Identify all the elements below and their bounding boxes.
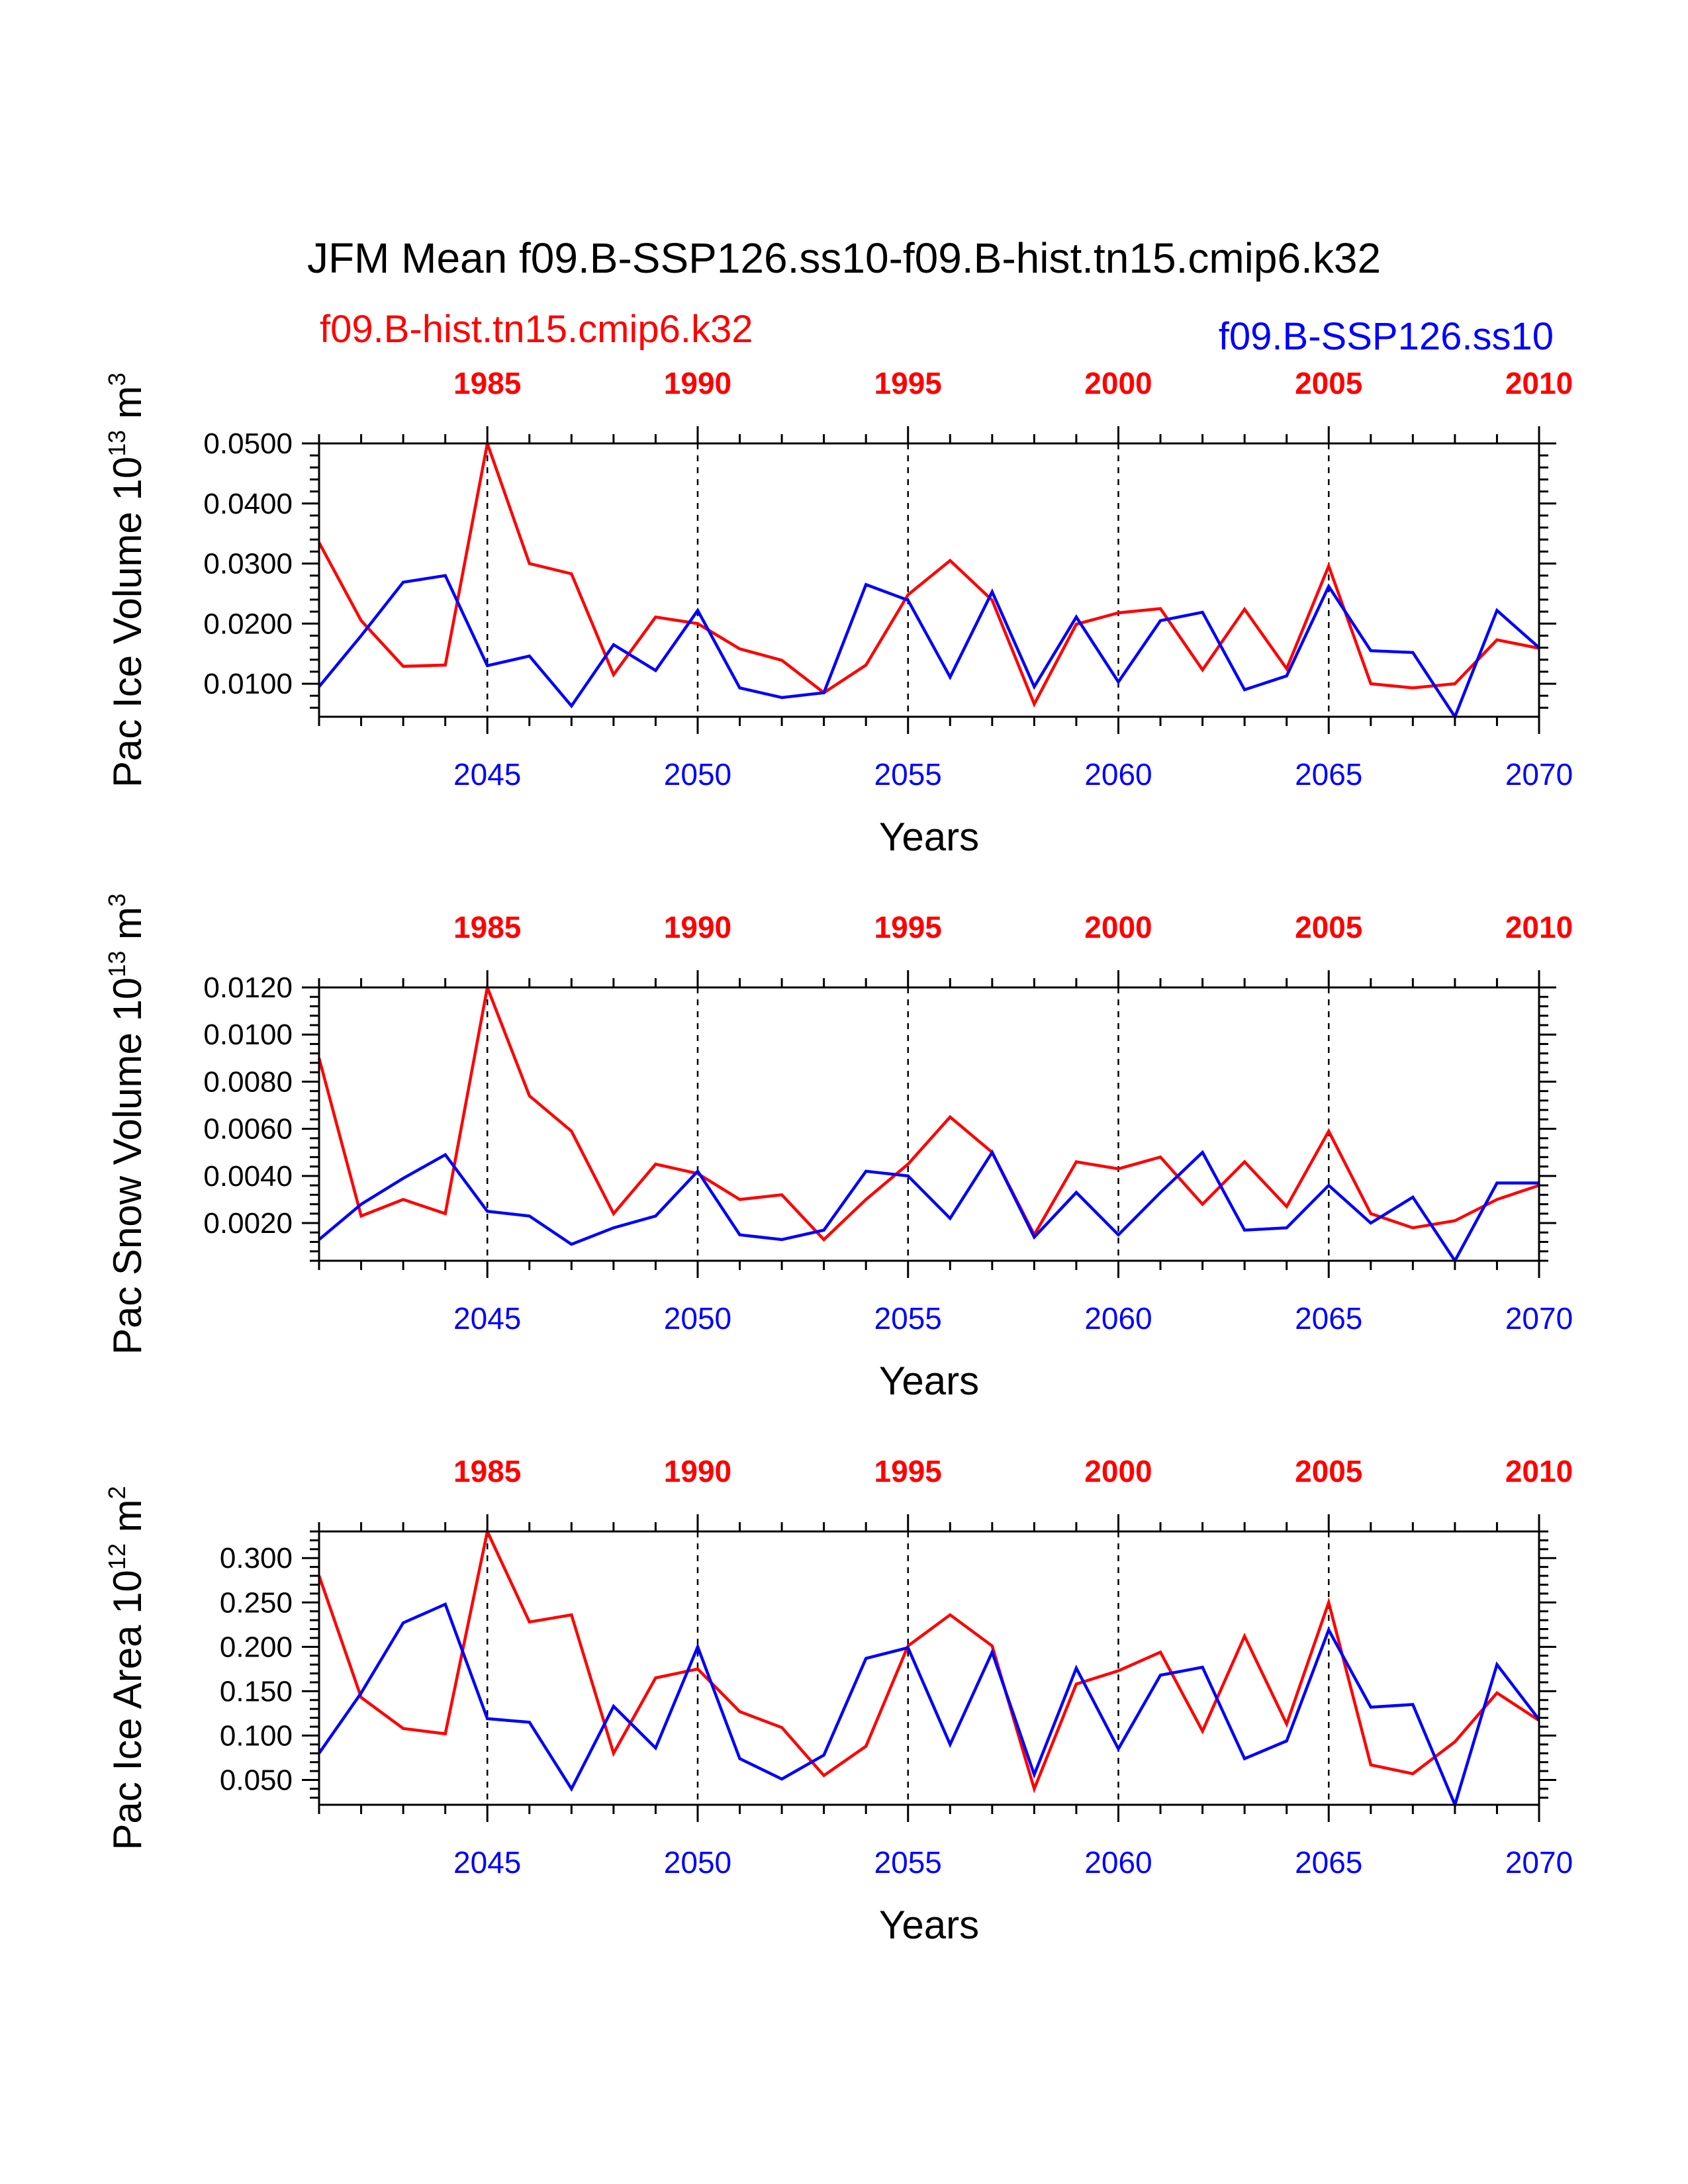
y-tick-label: 0.250 [220, 1586, 293, 1619]
x-tick-label-bottom: 2065 [1295, 1301, 1362, 1336]
x-tick-label-top: 1985 [453, 1454, 521, 1488]
x-tick-label-top: 2010 [1505, 366, 1573, 400]
y-axis-label-text: m [105, 386, 150, 430]
x-tick-label-top: 1990 [664, 366, 731, 400]
x-tick-label-top: 2010 [1505, 1454, 1573, 1488]
series-line-ssp126 [318, 1149, 1539, 1264]
y-axis-label-superscript: 12 [103, 1543, 130, 1570]
x-tick-label-bottom: 2070 [1505, 757, 1573, 792]
x-tick-label-bottom: 2070 [1505, 1845, 1573, 1880]
x-tick-label-bottom: 2065 [1295, 1845, 1362, 1880]
x-tick-label-bottom: 2070 [1505, 1301, 1573, 1336]
y-tick-label: 0.200 [220, 1631, 293, 1663]
x-tick-label-top: 2005 [1295, 1454, 1362, 1488]
x-tick-label-bottom: 2050 [664, 757, 731, 792]
y-tick-label: 0.0120 [203, 972, 293, 1004]
y-axis-label: Pac Ice Volume 1013 m3 [103, 373, 150, 788]
y-tick-label: 0.0500 [203, 428, 293, 460]
x-tick-label-bottom: 2055 [874, 1301, 942, 1336]
x-tick-label-bottom: 2050 [664, 1845, 731, 1880]
panel-snow-volume: 2045 2050 2055 2060 2065 2070 1985 1990 1995 2000… [103, 893, 1573, 1403]
y-axis-label-text: m [105, 1499, 150, 1543]
y-tick-label: 0.150 [220, 1675, 293, 1707]
x-tick-label-bottom: 2045 [453, 757, 521, 792]
x-tick-label-top: 1990 [664, 1454, 731, 1488]
x-tick-label-bottom: 2060 [1084, 757, 1152, 792]
x-tick-label-top: 1995 [874, 1454, 942, 1488]
plot-frame [318, 442, 1540, 718]
y-tick-label: 0.0300 [203, 548, 293, 580]
x-tick-label-bottom: 2050 [664, 1301, 731, 1336]
x-tick-label-top: 1995 [874, 366, 942, 400]
x-axis-label: Years [879, 815, 979, 859]
x-tick-label-bottom: 2055 [874, 1845, 942, 1880]
y-axis-label-text: m [105, 907, 150, 951]
y-axis-label-superscript: 13 [103, 951, 130, 978]
x-tick-label-top: 2000 [1084, 910, 1152, 944]
x-tick-label-bottom: 2060 [1084, 1845, 1152, 1880]
y-axis-label-superscript: 13 [103, 430, 130, 457]
x-tick-label-top: 1985 [453, 366, 521, 400]
x-axis-label: Years [879, 1359, 979, 1403]
y-axis-label-text: Pac Ice Area 10 [105, 1570, 150, 1850]
x-tick-label-top: 2005 [1295, 910, 1362, 944]
y-tick-label: 0.0040 [203, 1160, 293, 1193]
x-tick-label-top: 2000 [1084, 366, 1152, 400]
x-tick-label-top: 2005 [1295, 366, 1362, 400]
y-tick-label: 0.0020 [203, 1207, 293, 1240]
x-tick-label-bottom: 2045 [453, 1301, 521, 1336]
y-axis-label-superscript: 3 [103, 373, 130, 386]
chart-title: JFM Mean f09.B-SSP126.ss10-f09.B-hist.tn… [307, 234, 1381, 282]
y-tick-label: 0.0200 [203, 608, 293, 640]
series-line-hist [318, 437, 1540, 708]
series-line-hist [317, 1526, 1540, 1794]
x-tick-label-bottom: 2065 [1295, 757, 1362, 792]
y-tick-label: 0.100 [220, 1719, 293, 1752]
y-tick-label: 0.0060 [203, 1113, 293, 1146]
y-tick-label: 0.0100 [203, 1019, 293, 1051]
series-line-ssp126 [318, 1602, 1540, 1809]
y-tick-label: 0.0400 [203, 488, 293, 520]
y-axis-label: Pac Snow Volume 1013 m3 [103, 893, 150, 1355]
y-axis-label-superscript: 2 [103, 1486, 130, 1499]
x-tick-label-top: 1985 [453, 910, 521, 944]
legend-hist: f09.B-hist.tn15.cmip6.k32 [320, 308, 753, 351]
y-axis-label: Pac Ice Area 1012 m2 [103, 1486, 150, 1850]
panel-ice-volume: 2045 2050 2055 2060 2065 2070 1985 1990 1995 2000… [103, 366, 1573, 859]
series-line-hist [317, 981, 1540, 1242]
plot-frame [318, 986, 1540, 1262]
x-axis-label: Years [879, 1903, 979, 1947]
y-tick-label: 0.0100 [203, 668, 293, 700]
x-tick-label-bottom: 2045 [453, 1845, 521, 1880]
y-tick-label: 0.300 [220, 1542, 293, 1574]
y-axis-label-text: Pac Snow Volume 10 [105, 978, 150, 1355]
x-tick-label-top: 2010 [1505, 910, 1573, 944]
x-tick-label-top: 2000 [1084, 1454, 1152, 1488]
x-tick-label-bottom: 2055 [874, 757, 942, 792]
plot-frame [318, 1530, 1540, 1806]
x-tick-label-top: 1990 [664, 910, 731, 944]
series-line-ssp126 [318, 574, 1540, 720]
y-tick-label: 0.0080 [203, 1066, 293, 1098]
x-tick-label-top: 1995 [874, 910, 942, 944]
x-tick-label-bottom: 2060 [1084, 1301, 1152, 1336]
y-axis-label-superscript: 3 [103, 893, 130, 907]
panel-ice-area: 2045 2050 2055 2060 2065 2070 1985 1990 1995 2000… [103, 1454, 1573, 1947]
y-axis-label-text: Pac Ice Volume 10 [105, 457, 150, 788]
legend-ssp126: f09.B-SSP126.ss10 [1219, 315, 1554, 358]
y-tick-label: 0.050 [220, 1764, 293, 1796]
